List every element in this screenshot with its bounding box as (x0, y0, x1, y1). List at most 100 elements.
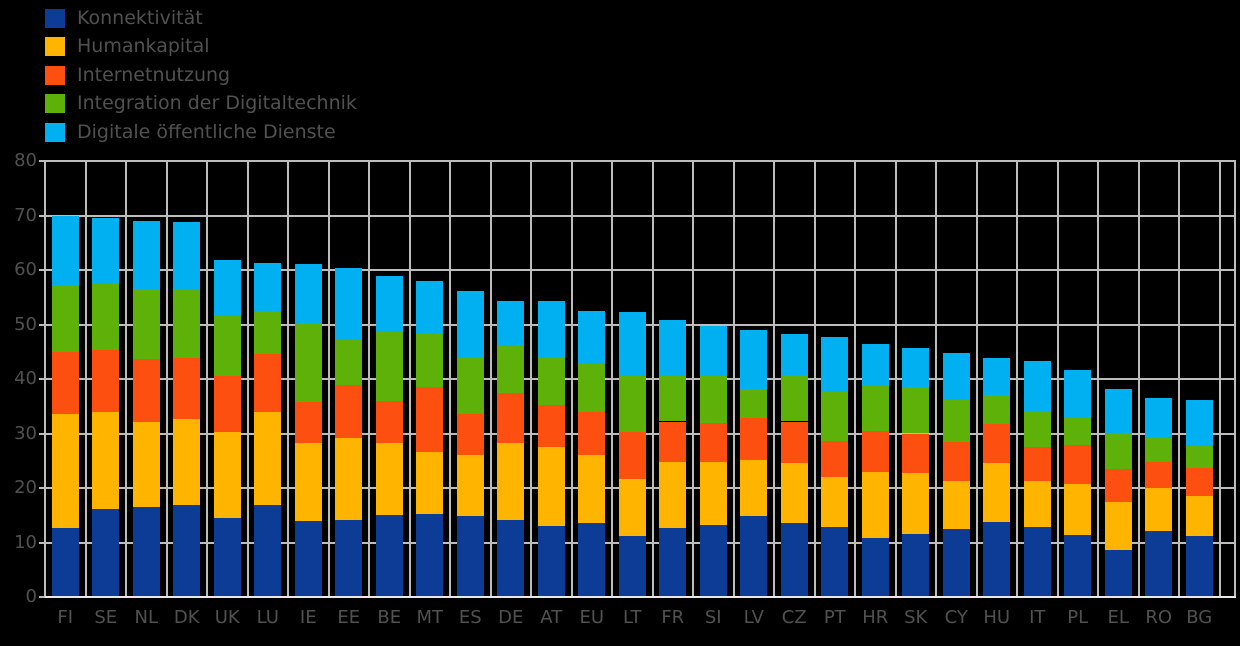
bar-segment-lt-3 (618, 376, 646, 433)
bar-segment-fr-1 (659, 462, 687, 529)
bar-segment-pl-2 (1064, 444, 1092, 484)
bar-segment-ro-3 (1145, 437, 1173, 462)
grid-line-vertical (368, 161, 370, 597)
bar-segment-ie-3 (294, 322, 322, 402)
plot-right-border (1234, 161, 1236, 597)
grid-line-vertical (651, 161, 654, 597)
grid-line-vertical (732, 161, 735, 597)
bar-segment-at-1 (537, 446, 565, 526)
grid-line-vertical (327, 161, 330, 597)
x-axis-label-ro: RO (1145, 607, 1173, 628)
x-axis-label-mt: MT (416, 607, 444, 628)
y-axis-label: 80 (14, 150, 37, 171)
bar-segment-bg-2 (1185, 468, 1213, 497)
bar-segment-lu-2 (254, 354, 282, 413)
bar-segment-si-0 (699, 525, 727, 597)
bar-segment-ee-4 (335, 268, 363, 340)
bar-segment-fr-0 (659, 528, 687, 597)
bar-segment-pt-2 (821, 441, 849, 478)
y-axis-tick (39, 214, 45, 217)
x-axis-label-el: EL (1107, 607, 1129, 628)
grid-line-vertical (1056, 161, 1059, 597)
bar-segment-pl-1 (1064, 483, 1092, 535)
bar-segment-be-4 (375, 275, 403, 333)
bar-segment-ee-2 (335, 384, 363, 438)
bar-segment-nl-4 (132, 221, 160, 289)
bar-segment-lv-0 (740, 515, 768, 597)
bar-segment-de-3 (497, 345, 525, 393)
y-axis-tick (39, 596, 45, 598)
bar-segment-sk-4 (902, 347, 930, 388)
bar-segment-mt-1 (416, 452, 444, 514)
bar-segment-mt-3 (416, 334, 444, 388)
legend-item: Humankapital (45, 37, 357, 57)
legend-label: Konnektivität (77, 7, 203, 29)
bar-segment-cy-3 (942, 399, 970, 443)
grid-line-vertical (84, 161, 87, 597)
bar-segment-at-3 (537, 357, 565, 405)
bar-segment-ee-1 (335, 437, 363, 520)
legend-item: Digitale öffentliche Dienste (45, 122, 357, 142)
y-axis-tick (39, 541, 45, 544)
bar-segment-se-0 (92, 509, 120, 597)
bar-segment-de-4 (497, 300, 525, 346)
bar-segment-se-1 (92, 412, 120, 510)
bar-segment-sk-1 (902, 473, 930, 535)
x-axis-label-be: BE (377, 607, 402, 628)
bar-segment-be-1 (375, 443, 403, 516)
bar-segment-be-2 (375, 400, 403, 444)
bar-segment-pl-3 (1064, 417, 1092, 445)
bar-segment-fi-1 (51, 413, 79, 529)
bar-segment-it-0 (1023, 526, 1051, 597)
bar-segment-se-2 (92, 349, 120, 413)
bar-segment-pl-0 (1064, 534, 1092, 597)
bar-segment-de-1 (497, 443, 525, 520)
legend-item: Konnektivität (45, 9, 357, 28)
bar-segment-es-4 (456, 291, 484, 359)
bar-segment-at-2 (537, 404, 565, 447)
y-axis-label: 10 (14, 531, 37, 553)
x-axis-label-dk: DK (173, 607, 200, 628)
x-axis-label-sk: SK (904, 607, 928, 628)
bar-segment-hr-1 (861, 472, 889, 538)
bar-segment-cy-0 (942, 529, 970, 597)
grid-line-vertical (206, 161, 208, 597)
grid-line-vertical (530, 161, 532, 597)
y-axis-tick (39, 269, 45, 271)
x-axis-label-at: AT (540, 607, 563, 628)
x-axis-label-eu: EU (579, 607, 605, 628)
bar-segment-uk-4 (213, 259, 241, 317)
bar-segment-cz-4 (780, 334, 808, 375)
bar-segment-cz-1 (780, 462, 808, 524)
bar-segment-uk-1 (213, 432, 241, 518)
grid-line-vertical (570, 161, 573, 597)
bar-segment-ee-0 (335, 519, 363, 597)
bar-segment-lv-3 (740, 388, 768, 418)
bar-segment-pt-1 (821, 477, 849, 528)
bar-segment-pt-0 (821, 527, 849, 597)
bar-segment-fr-2 (659, 421, 687, 463)
y-axis-tick (39, 160, 45, 162)
y-axis-tick (39, 378, 45, 380)
bar-segment-lt-1 (618, 479, 646, 536)
bar-segment-it-1 (1023, 480, 1051, 527)
grid-line-vertical (1178, 161, 1180, 597)
bar-segment-se-3 (92, 283, 120, 350)
bar-segment-hr-4 (861, 344, 889, 387)
bar-segment-lv-2 (740, 417, 768, 460)
legend-swatch-icon (45, 65, 65, 85)
grid-line-vertical (773, 161, 775, 597)
bar-segment-bg-1 (1185, 496, 1213, 536)
bar-segment-es-0 (456, 516, 484, 597)
legend-swatch-icon (45, 9, 65, 28)
legend-item: Internetnutzung (45, 65, 357, 85)
bar-segment-el-3 (1104, 432, 1132, 470)
x-axis-label-uk: UK (214, 607, 240, 628)
x-axis-label-cy: CY (944, 607, 968, 628)
bar-segment-ro-4 (1145, 398, 1173, 438)
grid-line-horizontal (45, 214, 1236, 217)
bar-segment-lu-4 (254, 263, 282, 312)
bar-segment-hu-3 (983, 394, 1011, 425)
y-axis-label: 40 (14, 368, 37, 389)
bar-segment-ro-1 (1145, 488, 1173, 532)
